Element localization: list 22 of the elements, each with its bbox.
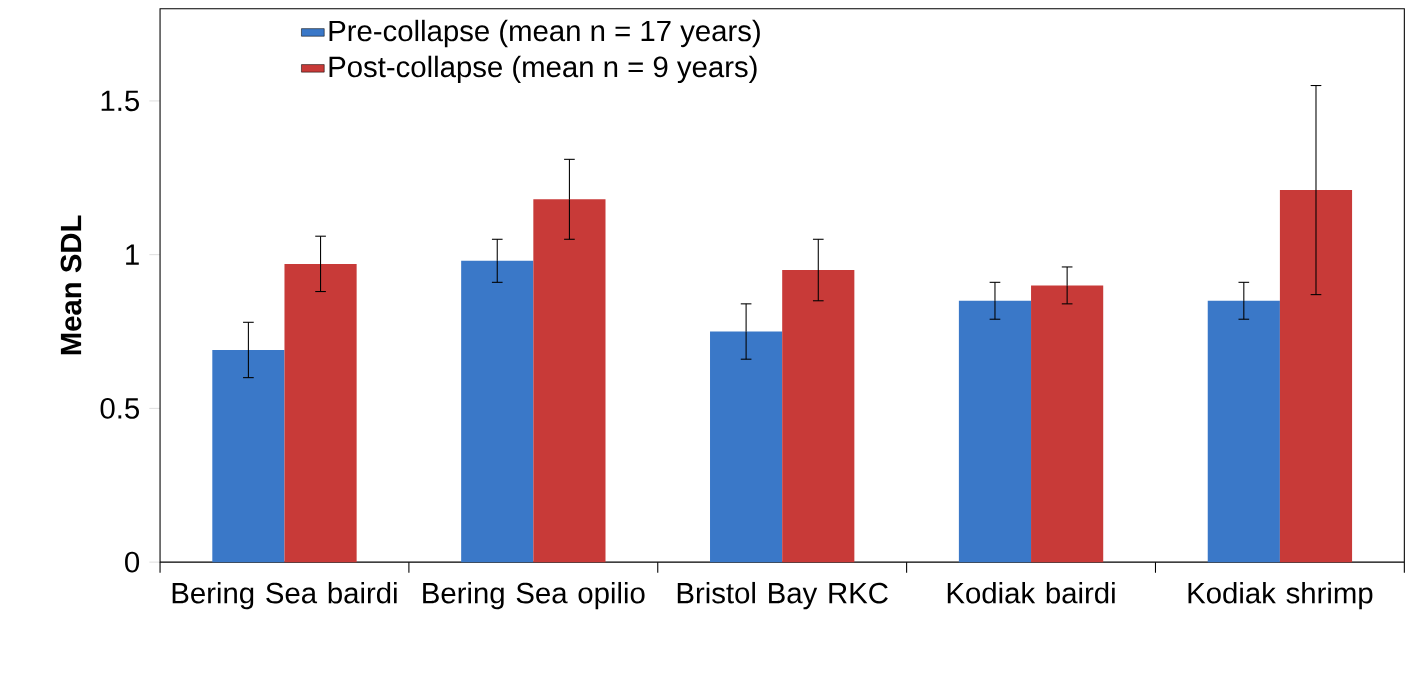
x-tick-label: Bristol Bay RKC bbox=[677, 581, 888, 610]
y-tick-label: 1 bbox=[126, 244, 139, 265]
y-axis-title: Mean SDL bbox=[60, 215, 82, 355]
bar bbox=[1279, 190, 1353, 563]
bar bbox=[1207, 300, 1280, 563]
bar bbox=[212, 349, 285, 563]
y-tick-label: 1.5 bbox=[101, 90, 139, 112]
bar bbox=[958, 300, 1032, 563]
y-tick-label: 0 bbox=[125, 551, 140, 573]
bar bbox=[1031, 285, 1104, 563]
legend-label: Pre-collapse (mean n = 17 years) bbox=[329, 19, 760, 48]
x-tick-label: Bering Sea bairdi bbox=[172, 581, 397, 610]
bar bbox=[710, 331, 783, 563]
bar bbox=[782, 269, 855, 563]
x-tick-label: Kodiak shrimp bbox=[1188, 581, 1373, 610]
x-tick-label: Kodiak bairdi bbox=[947, 581, 1115, 604]
bar bbox=[461, 260, 534, 563]
x-tick-label: Bering Sea opilio bbox=[423, 581, 645, 610]
bar bbox=[533, 199, 606, 563]
bar bbox=[284, 263, 357, 563]
y-tick-label: 0.5 bbox=[100, 397, 139, 419]
legend-label: Post-collapse (mean n = 9 years) bbox=[329, 55, 757, 83]
